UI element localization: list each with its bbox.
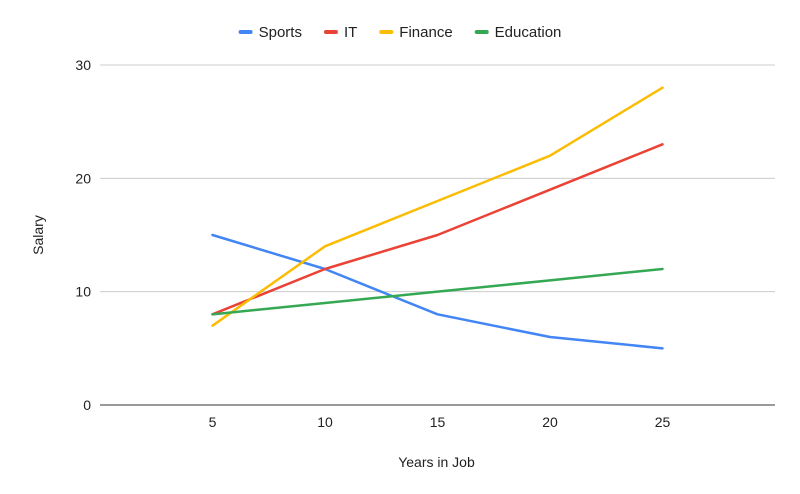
x-tick-label: 10 — [317, 414, 333, 430]
legend-swatch — [379, 30, 394, 34]
y-axis-ticks: 0 10 20 30 — [75, 57, 91, 413]
legend-label: Education — [495, 24, 562, 41]
x-axis-title: Years in Job — [398, 454, 475, 470]
x-tick-label: 20 — [542, 414, 558, 430]
y-tick-label: 20 — [75, 170, 91, 186]
legend: Sports IT Finance Education — [238, 24, 562, 41]
gridlines — [100, 64, 775, 293]
x-tick-label: 15 — [430, 414, 446, 430]
y-tick-label: 0 — [83, 397, 91, 413]
legend-swatch — [474, 30, 489, 34]
legend-item-education: Education — [474, 24, 562, 41]
series-line-sports — [211, 233, 664, 350]
series-line-it — [211, 143, 664, 316]
legend-swatch — [323, 30, 338, 34]
series-lines — [211, 86, 664, 350]
legend-label: Sports — [259, 24, 302, 41]
legend-item-it: IT — [323, 24, 357, 41]
y-tick-label: 30 — [75, 57, 91, 73]
series-line-finance — [211, 86, 664, 327]
y-axis-title: Salary — [30, 215, 46, 255]
series-line-education — [211, 267, 664, 316]
legend-swatch — [238, 30, 253, 34]
legend-label: IT — [344, 24, 357, 41]
legend-label: Finance — [399, 24, 452, 41]
y-tick-label: 10 — [75, 284, 91, 300]
x-axis-ticks: 5 10 15 20 25 — [209, 414, 671, 430]
x-tick-label: 25 — [655, 414, 671, 430]
legend-item-sports: Sports — [238, 24, 302, 41]
legend-item-finance: Finance — [379, 24, 453, 41]
x-tick-label: 5 — [209, 414, 217, 430]
